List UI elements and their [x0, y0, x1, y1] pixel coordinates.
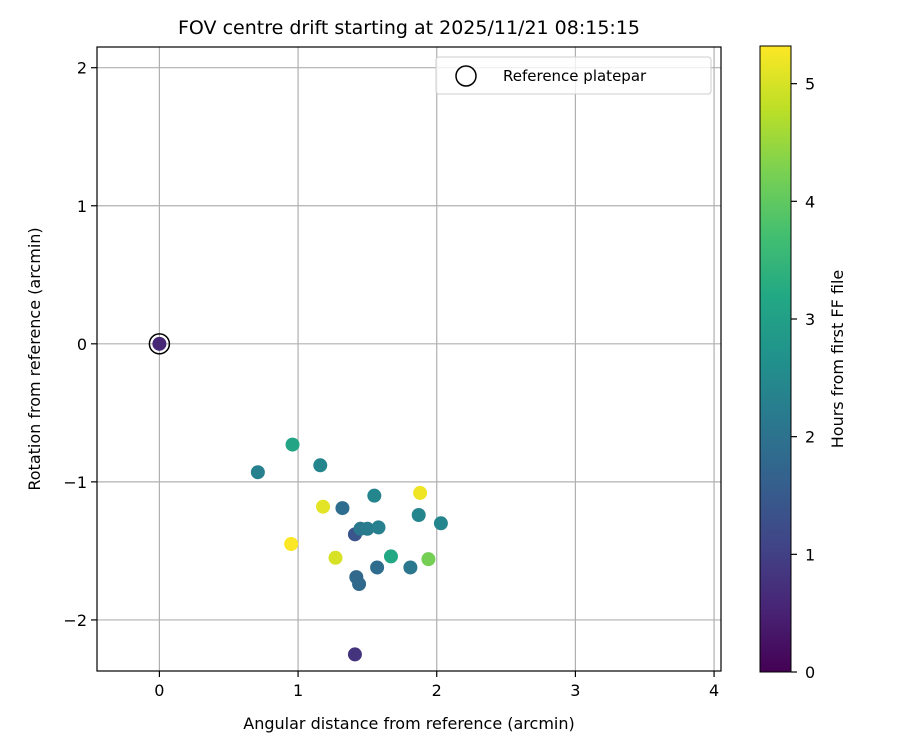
data-point — [371, 520, 386, 535]
data-point — [313, 458, 328, 473]
legend-label: Reference platepar — [503, 67, 647, 85]
data-point — [360, 521, 375, 536]
y-tick-label: −1 — [63, 473, 87, 492]
reference-platepar-marker — [148, 333, 171, 355]
plot-frame — [96, 46, 722, 672]
colorbar-tick-label: 5 — [805, 75, 815, 94]
data-point — [347, 647, 362, 662]
data-point — [383, 549, 398, 564]
colorbar-label: Hours from first FF file — [828, 270, 847, 449]
legend-box — [435, 56, 712, 95]
x-tick-label: 1 — [293, 681, 303, 700]
data-point — [352, 577, 367, 592]
data-point — [250, 465, 265, 480]
colorbar-tick-label: 4 — [805, 192, 815, 211]
reference-marker-layer — [148, 333, 171, 355]
data-point — [413, 485, 428, 500]
colorbar-tick-label: 1 — [805, 545, 815, 564]
y-axis-ticks: −2 −1 0 1 2 — [63, 59, 97, 630]
colorbar-tick-label: 2 — [805, 428, 815, 447]
colorbar-gradient — [759, 45, 792, 673]
x-axis-ticks: 0 1 2 3 4 — [154, 671, 719, 700]
y-tick-label: 0 — [77, 335, 87, 354]
y-tick-label: 2 — [77, 59, 87, 78]
x-tick-label: 4 — [709, 681, 719, 700]
colorbar-ticks: 0 1 2 3 4 5 — [791, 75, 815, 682]
legend: Reference platepar — [435, 56, 712, 95]
legend-marker-icon — [455, 65, 477, 87]
data-point — [284, 536, 299, 551]
data-point — [285, 437, 300, 452]
chart-title: FOV centre drift starting at 2025/11/21 … — [178, 17, 640, 39]
data-point — [421, 552, 436, 567]
y-tick-label: −2 — [63, 611, 87, 630]
data-point — [316, 499, 331, 514]
x-tick-label: 3 — [570, 681, 580, 700]
data-point — [403, 560, 418, 575]
y-tick-label: 1 — [77, 197, 87, 216]
colorbar-tick-label: 0 — [805, 663, 815, 682]
data-point — [433, 516, 448, 531]
data-point — [367, 488, 382, 503]
data-point — [328, 550, 343, 565]
x-tick-label: 2 — [432, 681, 442, 700]
colorbar-tick-label: 3 — [805, 310, 815, 329]
data-points — [152, 336, 448, 662]
data-point — [335, 501, 350, 516]
x-axis-label: Angular distance from reference (arcmin) — [243, 714, 574, 733]
data-point — [370, 560, 385, 575]
x-tick-label: 0 — [154, 681, 164, 700]
data-point — [411, 508, 426, 522]
y-axis-label: Rotation from reference (arcmin) — [25, 227, 44, 490]
colorbar: 0 1 2 3 4 5 Hours from first FF file — [759, 45, 847, 682]
grid — [97, 47, 721, 671]
data-point — [152, 336, 167, 351]
